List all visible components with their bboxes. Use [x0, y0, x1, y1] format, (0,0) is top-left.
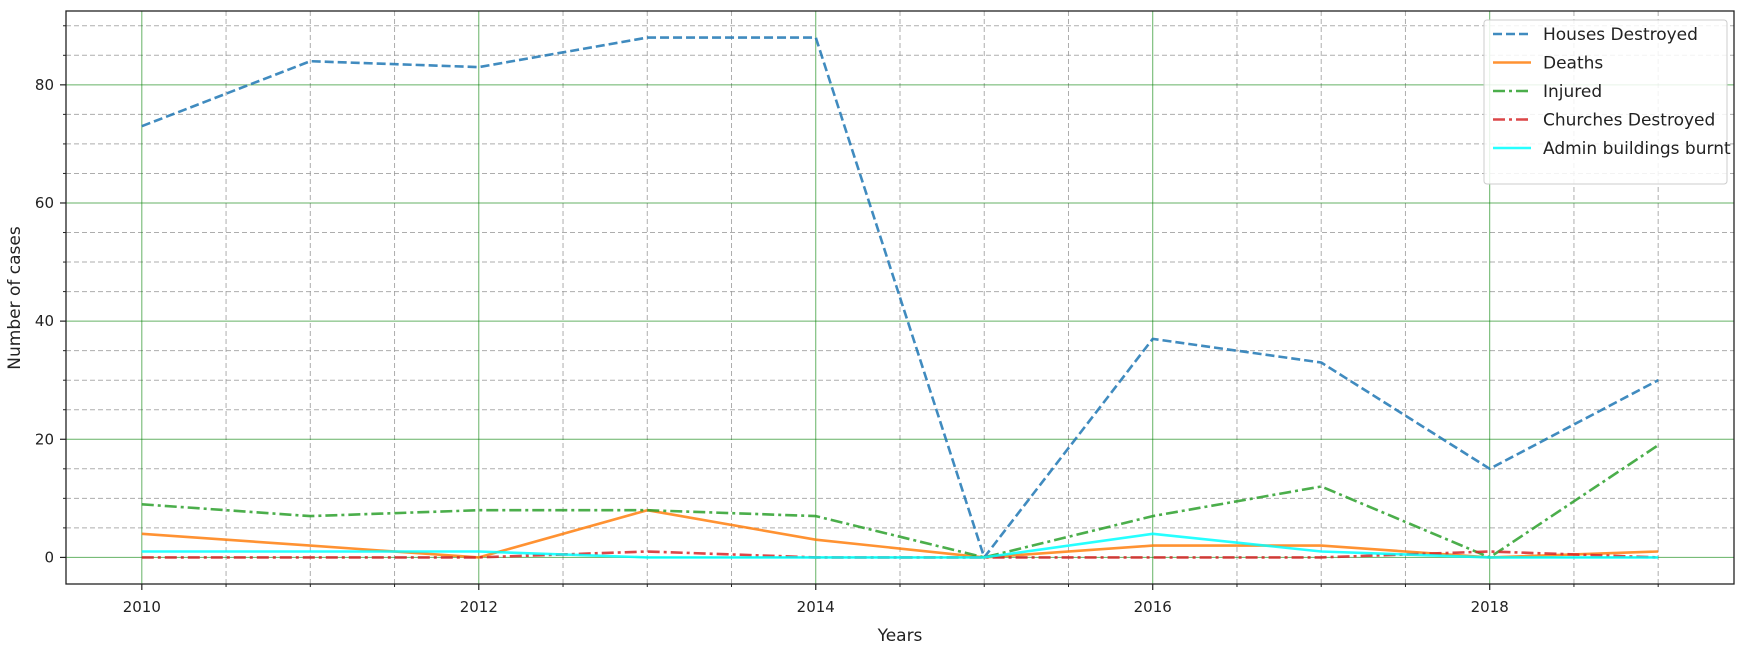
x-tick-label: 2014: [797, 598, 835, 616]
data-point-injured: [646, 509, 649, 512]
data-point-houses-destroyed: [1320, 361, 1323, 364]
data-point-houses-destroyed: [1657, 379, 1660, 382]
legend-items: Houses Destroyed Deaths Injured Churches De…: [1493, 25, 1731, 159]
data-point-churches-destroyed: [1151, 556, 1154, 559]
y-axis-title: Number of cases: [5, 226, 25, 370]
data-point-houses-destroyed: [646, 36, 649, 39]
x-tick-label: 2012: [460, 598, 498, 616]
series-line-admin-buildings-burnt: [141, 532, 1659, 559]
data-point-houses-destroyed: [1488, 467, 1491, 470]
data-point-admin-buildings-burnt: [646, 556, 649, 559]
data-point-injured: [1657, 444, 1660, 447]
y-tick-label: 0: [44, 548, 54, 566]
y-tick-label: 40: [35, 312, 54, 330]
x-tick-label: 2018: [1471, 598, 1509, 616]
x-tick-label: 2016: [1134, 598, 1172, 616]
series-line-houses-destroyed: [141, 36, 1659, 559]
data-point-injured: [1320, 485, 1323, 488]
legend: Houses Destroyed Deaths Injured Churches De…: [1483, 19, 1731, 185]
y-tick-label: 60: [35, 194, 54, 212]
data-point-houses-destroyed: [140, 125, 143, 128]
legend-label-deaths: Deaths: [1543, 54, 1603, 74]
x-axis-ticks: 2010 2012 2014 2016 2018: [123, 584, 1659, 616]
data-point-houses-destroyed: [477, 66, 480, 69]
data-point-deaths: [140, 532, 143, 535]
data-point-admin-buildings-burnt: [1151, 532, 1154, 535]
y-tick-label: 80: [35, 76, 54, 94]
data-point-churches-destroyed: [646, 550, 649, 553]
data-point-injured: [309, 515, 312, 518]
data-point-churches-destroyed: [477, 556, 480, 559]
data-point-admin-buildings-burnt: [140, 550, 143, 553]
data-point-injured: [1151, 515, 1154, 518]
data-point-injured: [140, 503, 143, 506]
data-point-deaths: [309, 544, 312, 547]
data-point-houses-destroyed: [1151, 337, 1154, 340]
x-axis-title: Years: [877, 626, 923, 646]
plot-series: [140, 36, 1660, 559]
data-point-admin-buildings-burnt: [983, 556, 986, 559]
data-point-churches-destroyed: [309, 556, 312, 559]
legend-box: [1483, 19, 1728, 185]
data-point-churches-destroyed: [140, 556, 143, 559]
series-line-injured: [141, 444, 1659, 559]
legend-label-admin-buildings-burnt: Admin buildings burnt: [1543, 139, 1731, 159]
data-point-churches-destroyed: [1488, 550, 1491, 553]
data-point-injured: [477, 509, 480, 512]
x-tick-label: 2010: [123, 598, 161, 616]
data-point-admin-buildings-burnt: [1657, 556, 1660, 559]
y-axis-ticks: 0 20 40 60 80: [35, 25, 66, 566]
legend-label-churches-destroyed: Churches Destroyed: [1543, 111, 1715, 131]
data-point-deaths: [1320, 544, 1323, 547]
y-tick-label: 20: [35, 430, 54, 448]
data-point-churches-destroyed: [1320, 556, 1323, 559]
legend-label-injured: Injured: [1543, 82, 1602, 102]
data-point-deaths: [1151, 544, 1154, 547]
data-point-admin-buildings-burnt: [1488, 556, 1491, 559]
data-point-admin-buildings-burnt: [477, 550, 480, 553]
data-point-houses-destroyed: [309, 60, 312, 63]
data-point-admin-buildings-burnt: [1320, 550, 1323, 553]
legend-label-houses-destroyed: Houses Destroyed: [1543, 25, 1698, 45]
data-point-deaths: [1657, 550, 1660, 553]
data-point-injured: [814, 515, 817, 518]
data-point-deaths: [814, 538, 817, 541]
data-point-admin-buildings-burnt: [309, 550, 312, 553]
data-point-admin-buildings-burnt: [814, 556, 817, 559]
data-point-houses-destroyed: [814, 36, 817, 39]
